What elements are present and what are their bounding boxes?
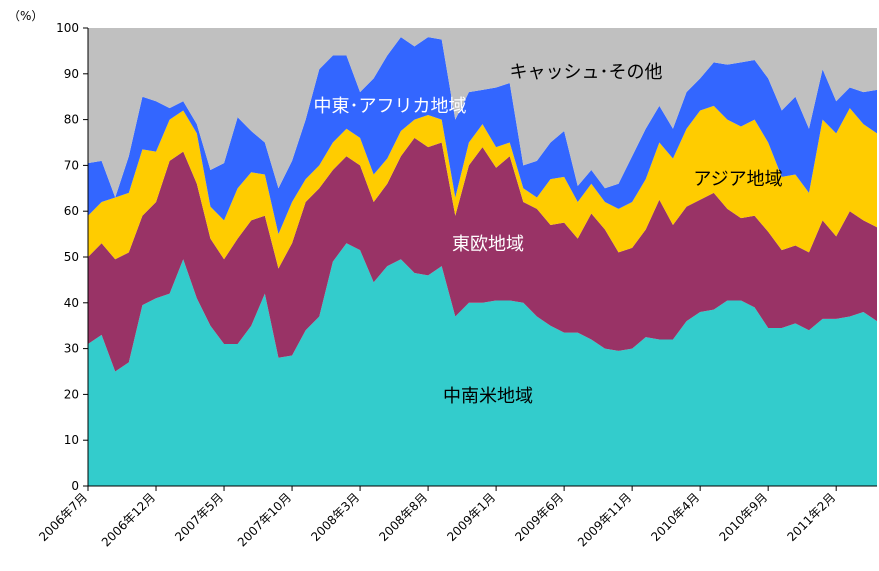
- area: [88, 28, 877, 198]
- y-tick-label: 40: [64, 296, 79, 310]
- area: [88, 243, 877, 486]
- x-tick-label: 2006年7月: [36, 490, 90, 544]
- x-tick-label: 2010年9月: [716, 490, 770, 544]
- series-label: 中東･アフリカ地域: [314, 96, 467, 117]
- x-tick-label: 2008年8月: [376, 490, 430, 544]
- y-tick-label: 100: [56, 21, 79, 35]
- y-tick-label: 80: [64, 113, 79, 127]
- y-axis-label: （%）: [8, 9, 43, 23]
- x-tick-label: 2007年5月: [172, 490, 226, 544]
- y-tick-label: 10: [64, 433, 79, 447]
- y-tick-label: 60: [64, 204, 79, 218]
- x-tick-label: 2008年3月: [308, 490, 362, 544]
- y-tick-label: 90: [64, 67, 79, 81]
- series-label: 中南米地域: [443, 386, 533, 407]
- area: [88, 105, 877, 269]
- series-label: 東欧地域: [452, 234, 524, 255]
- area: [88, 137, 877, 372]
- x-tick-label: 2010年4月: [648, 490, 702, 544]
- x-tick-label: 2009年11月: [575, 490, 634, 549]
- x-tick-label: 2009年6月: [512, 490, 566, 544]
- x-tick-label: 2007年10月: [235, 490, 294, 549]
- series-label: アジア地域: [693, 169, 782, 190]
- y-tick-label: 0: [71, 479, 79, 493]
- y-tick-label: 70: [64, 158, 79, 172]
- series-label: キャッシュ･その他: [510, 62, 663, 83]
- y-tick-label: 50: [64, 250, 79, 264]
- x-tick-label: 2009年1月: [444, 490, 498, 544]
- y-tick-label: 30: [64, 342, 79, 356]
- areas: [88, 28, 877, 486]
- y-tick-label: 20: [64, 387, 79, 401]
- area: [88, 37, 877, 235]
- x-tick-label: 2006年12月: [99, 490, 158, 549]
- x-tick-label: 2011年2月: [784, 490, 838, 544]
